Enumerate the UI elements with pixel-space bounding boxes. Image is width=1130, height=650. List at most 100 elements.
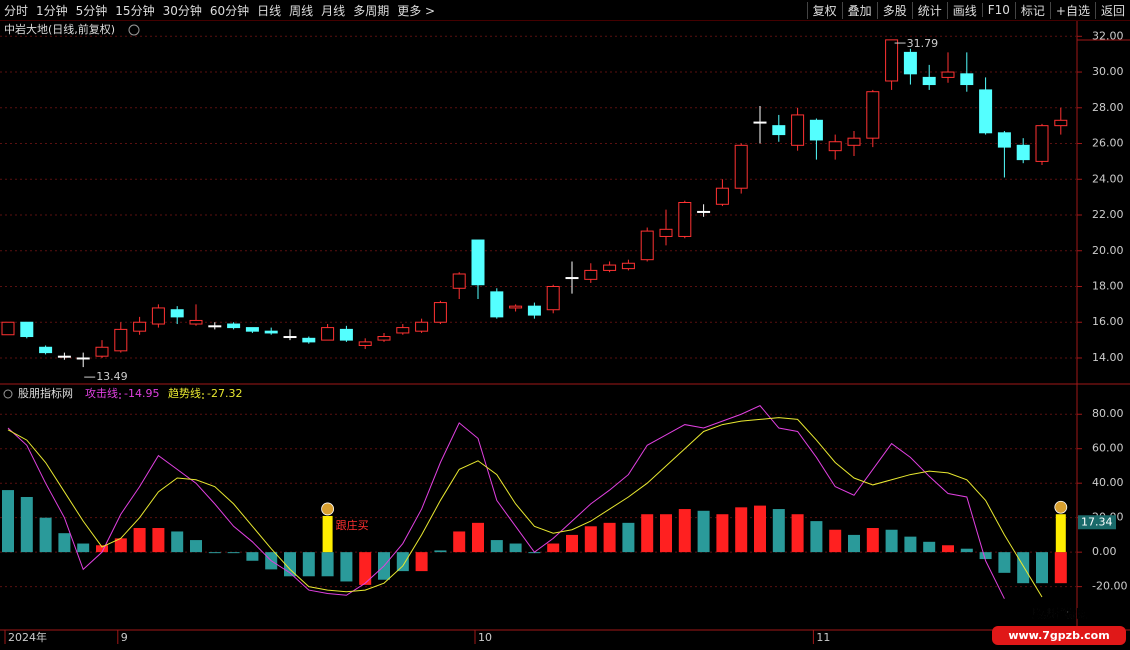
period-tab[interactable]: 日线 xyxy=(257,3,282,18)
y-tick-label: 32.00 xyxy=(1092,29,1124,42)
candle-body xyxy=(264,330,278,334)
histogram-bar xyxy=(509,543,522,553)
tool-button[interactable]: F10 xyxy=(981,3,1015,17)
x-tick-label: 9 xyxy=(121,631,128,644)
candle-body xyxy=(960,73,974,86)
tool-button[interactable]: 复权 xyxy=(806,1,842,19)
tool-button[interactable]: 多股 xyxy=(876,1,912,19)
period-tab[interactable]: 更多 > xyxy=(397,3,436,18)
tool-button[interactable]: 标记 xyxy=(1014,1,1050,19)
watermark-band xyxy=(992,626,1126,645)
tool-button[interactable]: 返回 xyxy=(1094,1,1130,19)
tool-buttons: 复权 叠加 多股 统计 画线 F10 标记 +自选 返回 xyxy=(806,0,1130,20)
histogram-bar xyxy=(923,541,936,553)
histogram-bar xyxy=(133,528,146,553)
histogram-bar xyxy=(58,533,71,553)
y-tick-label: 16.00 xyxy=(1092,315,1124,328)
candle-body xyxy=(527,305,541,316)
signal-bar xyxy=(1055,514,1066,553)
histogram-bar xyxy=(396,552,409,572)
y-tick-label: 20.00 xyxy=(1092,244,1124,257)
histogram-bar xyxy=(772,509,785,553)
histogram-bar xyxy=(885,529,898,553)
histogram-bar xyxy=(246,552,259,561)
candle-body xyxy=(809,119,823,141)
histogram-bar xyxy=(716,514,729,553)
period-tab[interactable]: 1分钟 xyxy=(36,3,68,18)
signal-label: 跟庄买 xyxy=(336,518,369,532)
histogram-bar xyxy=(190,540,202,553)
y-tick-label: 18.00 xyxy=(1092,279,1124,292)
y-tick-label: 0.00 xyxy=(1092,545,1117,558)
tool-button[interactable]: +自选 xyxy=(1049,1,1095,19)
indicator-line xyxy=(7,417,1043,598)
histogram-bar xyxy=(434,550,447,553)
candle-body xyxy=(471,239,485,286)
y-tick-label: 14.00 xyxy=(1092,351,1124,364)
period-tab[interactable]: 分时 xyxy=(4,3,29,18)
tool-button[interactable]: 统计 xyxy=(911,1,947,19)
tool-button[interactable]: 画线 xyxy=(946,1,982,19)
candle-body xyxy=(415,321,429,332)
candle-body xyxy=(133,321,147,332)
candle-body xyxy=(997,132,1011,148)
candle-body xyxy=(640,230,654,261)
candle-body xyxy=(95,346,109,357)
histogram-bar xyxy=(77,543,90,553)
legend-separator xyxy=(202,393,204,395)
legend-separator xyxy=(202,397,204,399)
period-tab[interactable]: 5分钟 xyxy=(75,3,108,18)
period-tab[interactable]: 月线 xyxy=(321,3,346,18)
tool-button[interactable]: 叠加 xyxy=(841,1,877,19)
background xyxy=(0,21,1130,650)
y-tick-label: 28.00 xyxy=(1092,101,1124,114)
period-tab[interactable]: 60分钟 xyxy=(209,3,250,18)
value-marker-label: 17.34 xyxy=(1081,515,1113,528)
histogram-bar xyxy=(359,552,372,585)
histogram-bar xyxy=(660,514,672,553)
candle-body xyxy=(772,125,786,136)
histogram-bar xyxy=(547,543,560,553)
chart-title: 中岩大地(日线,前复权) xyxy=(4,22,115,36)
histogram-bar xyxy=(979,552,992,560)
candle-body xyxy=(339,328,353,341)
histogram-bar xyxy=(998,552,1011,573)
indicator-menu-icon[interactable] xyxy=(3,389,13,399)
histogram-bar xyxy=(603,522,616,553)
histogram-bar xyxy=(829,529,842,553)
candle-body xyxy=(546,285,560,311)
histogram-bar xyxy=(866,528,879,553)
y-tick-label: 24.00 xyxy=(1092,172,1124,185)
histogram-bar xyxy=(490,540,503,553)
period-tab[interactable]: 多周期 xyxy=(353,3,390,18)
histogram-bar xyxy=(152,528,165,553)
candle-body xyxy=(659,228,673,237)
candle-body xyxy=(433,302,447,323)
histogram-bar xyxy=(678,509,691,553)
histogram-bar xyxy=(754,505,766,553)
candle-body xyxy=(922,76,936,86)
period-tab[interactable]: 周线 xyxy=(289,3,314,18)
chart-area: 中岩大地(日线,前复权) 股朋指标网 14.00 16.00 18.00 20.00 2… xyxy=(0,21,1130,650)
candle-body xyxy=(57,355,71,358)
histogram-bar xyxy=(171,531,184,553)
title-menu-icon[interactable] xyxy=(128,24,140,36)
histogram-bar xyxy=(227,552,240,554)
candle-body xyxy=(678,202,692,237)
candle-body xyxy=(151,307,165,325)
histogram-bar xyxy=(1017,552,1030,584)
candle-body xyxy=(283,336,297,339)
candle-body xyxy=(377,336,391,341)
candle-body xyxy=(396,327,410,334)
watermark-title: 股朋指标网 xyxy=(1033,606,1088,620)
candle-body xyxy=(114,328,128,352)
period-tab[interactable]: 30分钟 xyxy=(162,3,202,18)
x-tick-label: 10 xyxy=(478,631,492,644)
candle-body xyxy=(791,114,805,146)
histogram-bar xyxy=(340,552,353,582)
candle-body xyxy=(734,144,748,189)
candle-body xyxy=(170,309,184,318)
period-tab[interactable]: 15分钟 xyxy=(115,3,155,18)
histogram-bar xyxy=(302,552,315,577)
